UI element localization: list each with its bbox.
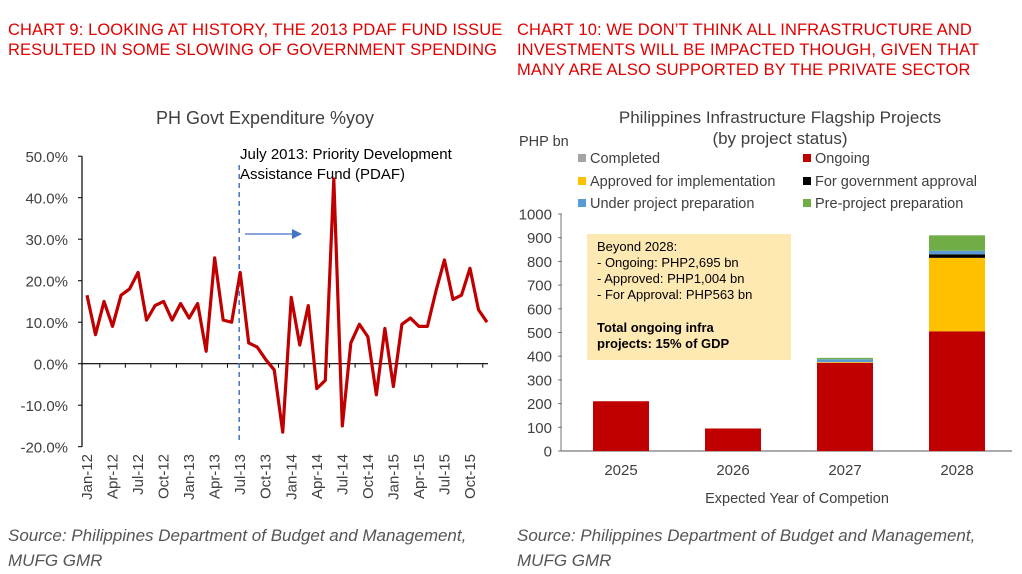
- series-line: [85, 177, 489, 434]
- x-tick-label: Jul-14: [334, 454, 351, 495]
- y-tick-label: 400: [527, 349, 552, 366]
- bar-for-government-approval: [929, 254, 985, 258]
- y-tick-label: -20.0%: [20, 440, 68, 457]
- x-tick-label: Apr-13: [207, 454, 224, 499]
- legend-label: Pre-project preparation: [815, 196, 963, 212]
- x-tick-label: Jan-12: [79, 454, 96, 500]
- x-tick-label: Oct-12: [156, 454, 173, 499]
- annotation-text: - Ongoing: PHP2,695 bn: [597, 255, 739, 270]
- annotation-bold-text: Total ongoing infra: [597, 320, 715, 335]
- bar-pre-project-preparation: [817, 357, 873, 360]
- x-tick-label: Jul-13: [232, 454, 249, 495]
- y-tick-label: 300: [527, 372, 552, 389]
- y-tick-label: 0.0%: [34, 357, 68, 374]
- bar-ongoing: [593, 401, 649, 451]
- legend-label: Under project preparation: [590, 196, 754, 212]
- bar-under-project-preparation: [817, 359, 873, 363]
- legend-swatch: [803, 177, 811, 185]
- annotation-box: [587, 234, 791, 360]
- x-tick-label: Jan-15: [385, 454, 402, 500]
- x-tick-label: Oct-14: [360, 454, 377, 499]
- y-tick-label: 600: [527, 301, 552, 318]
- x-tick-label: Jul-12: [130, 454, 147, 495]
- event-annotation: Assistance Fund (PDAF): [240, 166, 405, 183]
- legend-swatch: [578, 199, 586, 207]
- y-tick-label: 900: [527, 230, 552, 247]
- y-tick-label: -10.0%: [20, 398, 68, 415]
- bar-pre-project-preparation: [929, 235, 985, 251]
- legend-swatch: [578, 177, 586, 185]
- chart9-source: Source: Philippines Department of Budget…: [8, 526, 467, 570]
- x-tick-label: Apr-15: [411, 454, 428, 499]
- x-axis-label: Expected Year of Competion: [705, 491, 889, 507]
- x-tick-label: 2028: [940, 462, 973, 479]
- x-tick-label: 2025: [604, 462, 637, 479]
- y-tick-label: 0: [544, 444, 552, 461]
- x-tick-label: Jan-14: [283, 454, 300, 500]
- y-tick-label: 100: [527, 420, 552, 437]
- x-tick-label: Apr-14: [309, 454, 326, 499]
- bar-approved-for-implementation: [929, 257, 985, 332]
- chart9-heading: CHART 9: LOOKING AT HISTORY, THE 2013 PD…: [8, 21, 503, 59]
- y-tick-label: 1000: [519, 207, 552, 224]
- x-tick-label: Oct-13: [258, 454, 275, 499]
- annotation-text: - For Approval: PHP563 bn: [597, 287, 752, 302]
- y-axis-label: PHP bn: [519, 134, 569, 150]
- legend-label: For government approval: [815, 174, 977, 190]
- x-tick-label: 2026: [716, 462, 749, 479]
- annotation-text: - Approved: PHP1,004 bn: [597, 271, 744, 286]
- legend-label: Ongoing: [815, 151, 870, 167]
- annotation-text: Beyond 2028:: [597, 239, 677, 254]
- arrow-head: [292, 229, 302, 239]
- x-tick-label: Apr-12: [105, 454, 122, 499]
- event-annotation: July 2013: Priority Development: [240, 146, 453, 163]
- bar-under-project-preparation: [929, 250, 985, 255]
- x-tick-label: Oct-15: [462, 454, 479, 499]
- y-tick-label: 30.0%: [25, 232, 68, 249]
- chart10-subtitle: (by project status): [712, 129, 847, 148]
- bar-ongoing: [817, 362, 873, 451]
- y-tick-label: 800: [527, 254, 552, 271]
- y-tick-label: 10.0%: [25, 315, 68, 332]
- x-tick-label: Jul-15: [436, 454, 453, 495]
- legend-swatch: [803, 199, 811, 207]
- legend-label: Approved for implementation: [590, 174, 775, 190]
- annotation-bold-text: projects: 15% of GDP: [597, 336, 730, 351]
- y-tick-label: 200: [527, 396, 552, 413]
- bar-ongoing: [705, 428, 761, 451]
- y-tick-label: 500: [527, 325, 552, 342]
- chart9-title: PH Govt Expenditure %yoy: [156, 108, 374, 128]
- bar-ongoing: [929, 331, 985, 451]
- y-tick-label: 40.0%: [25, 191, 68, 208]
- y-tick-label: 50.0%: [25, 149, 68, 166]
- y-tick-label: 20.0%: [25, 274, 68, 291]
- y-tick-label: 700: [527, 278, 552, 295]
- bar-approved-for-implementation: [817, 362, 873, 363]
- chart10-source: Source: Philippines Department of Budget…: [517, 526, 976, 570]
- chart10-heading: CHART 10: WE DON’T THINK ALL INFRASTRUCT…: [517, 21, 979, 79]
- x-tick-label: 2027: [828, 462, 861, 479]
- legend-swatch: [578, 154, 586, 162]
- legend-label: Completed: [590, 151, 660, 167]
- legend-swatch: [803, 154, 811, 162]
- x-tick-label: Jan-13: [181, 454, 198, 500]
- chart10-title: Philippines Infrastructure Flagship Proj…: [619, 108, 941, 127]
